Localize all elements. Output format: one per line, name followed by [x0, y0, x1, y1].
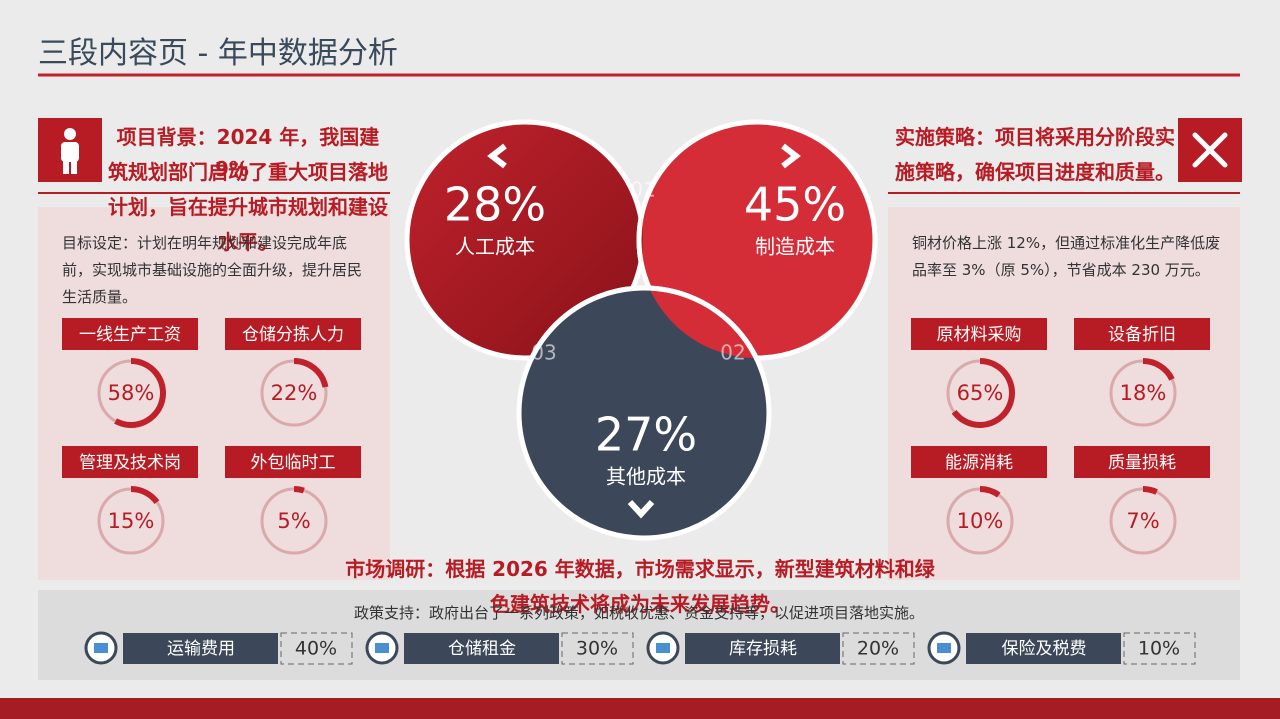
gauge-arc	[130, 486, 160, 505]
item-label-box	[1074, 318, 1210, 350]
chevrons	[487, 143, 801, 519]
item-value-box	[280, 632, 353, 665]
left-panel	[38, 207, 390, 580]
item-icon-glyph	[94, 643, 108, 653]
item-value-box	[1123, 632, 1196, 665]
gauge-label: 22%	[271, 381, 318, 405]
gauge-arc	[1142, 358, 1175, 381]
gauge-arc	[951, 358, 1015, 428]
venn-value: 28%	[444, 178, 546, 232]
item-value: 10%	[1138, 638, 1180, 660]
item-value: 30%	[576, 638, 618, 660]
person-icon	[61, 128, 79, 174]
gauge-label: 10%	[957, 509, 1004, 533]
item-label: 设备折旧	[1108, 325, 1176, 345]
venn-label: 制造成本	[755, 235, 835, 259]
item-label-box	[225, 446, 361, 478]
item-label: 外包临时工	[251, 453, 336, 473]
item-label: 保险及税费	[1002, 639, 1087, 659]
item-label-box	[123, 633, 278, 664]
item-label-box	[62, 318, 198, 350]
gauge-arc	[1142, 486, 1158, 495]
right-heading: 实施策略：项目将采用分阶段实施策略，确保项目进度和质量。	[895, 125, 1175, 184]
gauge-label: 18%	[1120, 381, 1167, 405]
venn-label: 人工成本	[455, 235, 535, 259]
item-label-box	[62, 446, 198, 478]
gauge-label: 15%	[108, 509, 155, 533]
gauge-arc	[293, 486, 305, 494]
item-label-box	[404, 633, 559, 664]
gauge-arc	[293, 358, 329, 388]
item-label-box	[966, 633, 1121, 664]
bottom-heading: 市场调研：根据 2026 年数据，市场需求显示，新型建筑材料和绿色建筑技术将成为…	[345, 557, 935, 616]
gauge-label: 7%	[1126, 509, 1159, 533]
item-label-box	[225, 318, 361, 350]
item-label: 能源消耗	[945, 453, 1013, 473]
item-value: 20%	[857, 638, 899, 660]
item-icon-glyph	[656, 643, 670, 653]
item-label: 质量损耗	[1108, 453, 1176, 473]
item-label-box	[911, 446, 1047, 478]
venn-region: 01	[630, 178, 655, 202]
footer-bar	[0, 698, 1280, 719]
item-label: 仓储租金	[448, 639, 516, 659]
item-label-box	[911, 318, 1047, 350]
title: 三段内容页 - 年中数据分析	[38, 36, 398, 71]
item-label: 仓储分拣人力	[242, 325, 344, 345]
left-heading: 项目背景：2024 年，我国建筑规划部门启动了重大项目落地计划，旨在提升城市规划…	[108, 125, 388, 254]
item-value: 40%	[295, 638, 337, 660]
gauge-label: 58%	[108, 381, 155, 405]
item-label: 管理及技术岗	[79, 453, 181, 473]
right-body: 铜材价格上涨 12%，但通过标准化生产降低废品率至 3%（原 5%），节省成本 …	[912, 234, 1221, 279]
item-value-box	[561, 632, 634, 665]
item-value-box	[842, 632, 915, 665]
venn-value: 45%	[744, 178, 846, 232]
overlay: 9%	[215, 157, 249, 181]
left-body: 目标设定：计划在明年规划和建设完成年底前，实现城市基础设施的全面升级，提升居民生…	[62, 234, 363, 306]
item-label: 一线生产工资	[79, 325, 181, 345]
venn	[404, 119, 878, 541]
venn-value: 27%	[595, 408, 697, 462]
item-label-box	[685, 633, 840, 664]
item-label: 运输费用	[167, 639, 235, 659]
item-label: 原材料采购	[937, 325, 1022, 345]
gauge-label: 5%	[277, 509, 310, 533]
venn-region: 02	[720, 341, 745, 365]
bottom-body: 政策支持：政府出台了一系列政策，如税收优惠、资金支持等，以促进项目落地实施。	[353, 604, 924, 622]
item-icon-glyph	[937, 643, 951, 653]
item-icon-glyph	[375, 643, 389, 653]
gauge-arc	[114, 358, 166, 428]
item-label: 库存损耗	[729, 639, 797, 659]
gauge-arc	[979, 486, 1001, 498]
venn-region: 03	[531, 341, 556, 365]
venn-label: 其他成本	[606, 465, 686, 489]
tools-icon	[1192, 132, 1228, 168]
gauge-label: 65%	[957, 381, 1004, 405]
item-label-box	[1074, 446, 1210, 478]
